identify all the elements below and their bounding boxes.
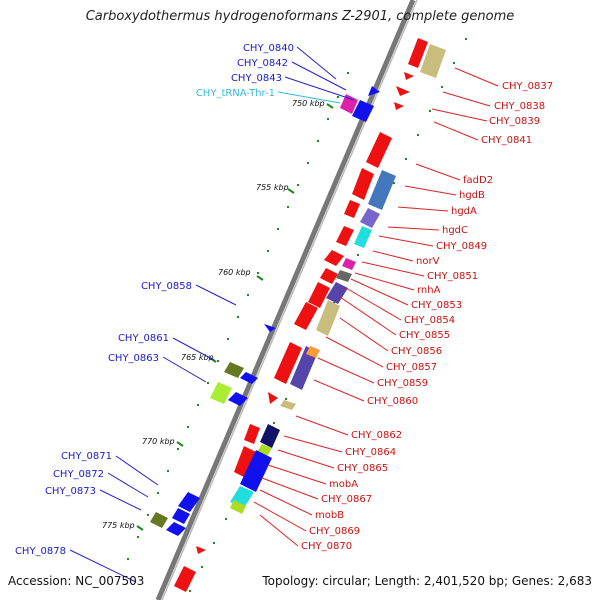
gene-arrow-chy-0864	[244, 424, 260, 444]
gene-arrow-chy-0871	[178, 492, 200, 512]
gene-arrow-small-2	[268, 392, 278, 404]
gene-arrow-chy-0851	[324, 250, 344, 266]
gene-label-hgdb[interactable]: hgdB	[459, 190, 485, 201]
gene-arrow-chy-0839	[404, 72, 414, 80]
kbp-tick-760: 760 kbp	[218, 268, 251, 277]
gene-label-chy-0867[interactable]: CHY_0867	[321, 494, 372, 505]
gene-arrow-norv	[342, 258, 356, 270]
gene-label-chy-0872[interactable]: CHY_0872	[53, 469, 104, 480]
gene-label-chy-0864[interactable]: CHY_0864	[345, 447, 396, 458]
gene-arrow-chy-0872	[172, 508, 190, 524]
gene-arrow-hgdb	[368, 170, 396, 210]
gene-arrow-chy-0842	[352, 100, 374, 122]
gene-label-chy-0873[interactable]: CHY_0873	[45, 486, 96, 497]
gene-label-rnha[interactable]: rnhA	[417, 285, 441, 296]
gene-label-chy-0839[interactable]: CHY_0839	[489, 116, 540, 127]
gene-label-chy-0849[interactable]: CHY_0849	[436, 241, 487, 252]
kbp-tick-755: 755 kbp	[256, 183, 289, 192]
gene-label-chy-0853[interactable]: CHY_0853	[411, 300, 462, 311]
gene-arrow-chy-0860	[274, 342, 302, 384]
gene-arrow-chy-0873b	[166, 522, 186, 536]
gene-arrow-trna-thr	[340, 94, 358, 114]
gene-label-chy-0870[interactable]: CHY_0870	[301, 541, 352, 552]
gene-label-chy-0841[interactable]: CHY_0841	[481, 135, 532, 146]
gene-arrow-hgda	[360, 208, 380, 228]
gene-arrow-chy-0854	[326, 282, 348, 304]
gene-arrow-chy-0869	[230, 500, 246, 514]
gene-arrow-chy-0857	[294, 302, 318, 330]
gene-arrow-chy-0863b	[228, 392, 248, 406]
gene-label-chy-0865[interactable]: CHY_0865	[337, 463, 388, 474]
gene-label-hgdc[interactable]: hgdC	[442, 225, 468, 236]
gene-label-fadd2[interactable]: fadD2	[463, 175, 493, 186]
gene-arrow-rnha	[336, 270, 352, 282]
gene-label-chy-0871[interactable]: CHY_0871	[61, 451, 112, 462]
gene-arrow-chy-0853	[320, 268, 338, 284]
left-leader-lines	[69, 46, 355, 583]
gene-arrow-chy-0861b	[240, 372, 258, 384]
gene-label-chy-0840[interactable]: CHY_0840	[243, 43, 294, 54]
gene-label-chy-0859[interactable]: CHY_0859	[377, 378, 428, 389]
gene-label-trna-thr-1[interactable]: CHY_tRNA-Thr-1	[196, 88, 275, 99]
gene-label-norv[interactable]: norV	[416, 256, 440, 267]
gene-label-chy-0854[interactable]: CHY_0854	[404, 315, 455, 326]
gene-arrow-chy-0861	[224, 362, 244, 378]
gene-label-chy-0857[interactable]: CHY_0857	[386, 362, 437, 373]
gene-arrow-chy-0849	[336, 226, 354, 246]
gene-label-chy-0843[interactable]: CHY_0843	[231, 73, 282, 84]
gene-arrow-hgdc	[354, 226, 372, 248]
gene-label-chy-0862[interactable]: CHY_0862	[351, 430, 402, 441]
gene-arrow-chy-0870	[196, 546, 206, 554]
outer-scale-track	[127, 72, 349, 560]
gene-arrow-chy-0840	[368, 86, 380, 96]
genome-backbone	[155, 0, 416, 600]
gene-label-hgda[interactable]: hgdA	[451, 206, 477, 217]
gene-label-chy-0856[interactable]: CHY_0856	[391, 346, 442, 357]
gene-arrow-fadd2	[366, 132, 392, 168]
gene-arrow-small	[394, 102, 404, 110]
kbp-tick-770: 770 kbp	[142, 437, 175, 446]
gene-label-chy-0837[interactable]: CHY_0837	[502, 81, 553, 92]
gene-label-chy-0861[interactable]: CHY_0861	[118, 333, 169, 344]
gene-arrow-chy-0873	[150, 512, 168, 528]
gene-label-moba[interactable]: mobA	[329, 479, 358, 490]
gene-arrow-chy-0863	[210, 382, 232, 404]
accession-text: Accession: NC_007503	[8, 574, 145, 588]
gene-arrow-chy-0860b	[280, 400, 296, 410]
kbp-tick-765: 765 kbp	[181, 353, 214, 362]
gene-label-chy-0869[interactable]: CHY_0869	[309, 526, 360, 537]
gene-arrow-chy-0855	[308, 282, 330, 308]
backbone-highlight	[161, 0, 418, 600]
gene-label-chy-0863[interactable]: CHY_0863	[108, 353, 159, 364]
gene-label-chy-0851[interactable]: CHY_0851	[427, 271, 478, 282]
gene-arrow-chy-0859	[290, 346, 318, 390]
gene-arrow-chy-0838	[420, 44, 446, 78]
gene-label-chy-0878[interactable]: CHY_0878	[15, 546, 66, 557]
gene-arrow-moba	[234, 446, 256, 478]
gene-arrow-fadd2-b	[352, 168, 374, 200]
gene-arrow-hgda-b	[344, 200, 360, 218]
gene-arrow-chy-0837	[408, 38, 428, 68]
minus-strand-genes[interactable]	[150, 86, 380, 536]
gene-arrow-chy-0841	[396, 86, 410, 96]
topology-text: Topology: circular; Length: 2,401,520 bp…	[262, 574, 592, 588]
gene-arrow-bottom	[174, 566, 196, 592]
gene-arrow-chy-0862	[260, 424, 280, 448]
gene-label-chy-0860[interactable]: CHY_0860	[367, 396, 418, 407]
right-leader-lines	[253, 67, 499, 547]
kbp-tick-775: 775 kbp	[102, 521, 135, 530]
gene-label-chy-0858[interactable]: CHY_0858	[141, 281, 192, 292]
map-title: Carboxydothermus hydrogenoformans Z-2901…	[85, 9, 515, 24]
gene-label-chy-0855[interactable]: CHY_0855	[399, 330, 450, 341]
gene-arrow-chy-0858	[264, 324, 276, 332]
kbp-tick-750: 750 kbp	[292, 99, 325, 108]
gene-label-mobb[interactable]: mobB	[315, 510, 344, 521]
gene-label-chy-0838[interactable]: CHY_0838	[494, 101, 545, 112]
gene-arrow-chy-0859b	[306, 346, 320, 358]
plus-strand-genes[interactable]	[174, 38, 446, 592]
gene-arrow-chy-0856	[316, 300, 340, 336]
gene-arrow-chy-0867	[240, 450, 272, 492]
gene-label-chy-0842[interactable]: CHY_0842	[237, 58, 288, 69]
